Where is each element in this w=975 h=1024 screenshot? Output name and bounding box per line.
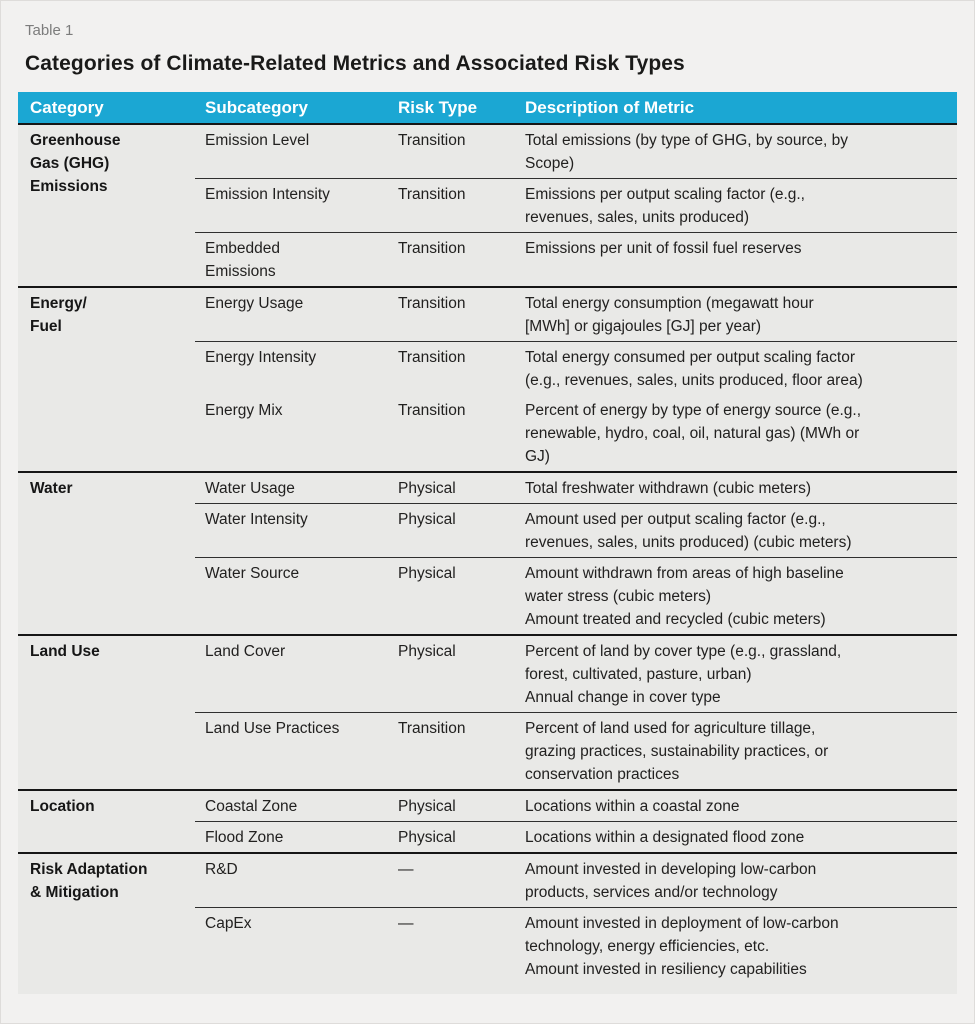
group-rows: Land Cover Physical Percent of land by c…	[195, 636, 957, 789]
table-row: Emission Level Transition Total emission…	[195, 125, 957, 178]
subcategory-cell: Water Usage	[205, 480, 295, 497]
category-group-ghg-emissions: Greenhouse Gas (GHG) Emissions Emission …	[18, 123, 957, 286]
table-row: Land Use Practices Transition Percent of…	[195, 712, 957, 789]
description-cell: Total energy consumption (megawatt hour …	[525, 295, 814, 335]
subcategory-cell: Water Intensity	[205, 511, 308, 528]
description-cell: Amount invested in developing low-carbon…	[525, 861, 817, 901]
subcategory-cell: Coastal Zone	[205, 798, 298, 815]
table-row: CapEx — Amount invested in deployment of…	[195, 907, 957, 984]
description-cell: Percent of energy by type of energy sour…	[525, 402, 862, 465]
page-title: Categories of Climate-Related Metrics an…	[25, 52, 685, 75]
description-cell: Amount used per output scaling factor (e…	[525, 511, 852, 551]
group-rows: R&D — Amount invested in developing low-…	[195, 854, 957, 984]
table-row: Water Source Physical Amount withdrawn f…	[195, 557, 957, 634]
subcategory-cell: R&D	[205, 861, 238, 878]
risk-type-cell: Transition	[398, 132, 466, 149]
column-header-category: Category	[30, 98, 104, 117]
category-cell: Location	[30, 798, 95, 815]
table-row: R&D — Amount invested in developing low-…	[195, 854, 957, 907]
risk-type-cell: Physical	[398, 798, 456, 815]
subcategory-cell: Energy Mix	[205, 402, 283, 419]
table-row: Energy Usage Transition Total energy con…	[195, 288, 957, 341]
category-group-energy-fuel: Energy/ Fuel Energy Usage Transition Tot…	[18, 286, 957, 471]
risk-type-cell: —	[398, 861, 414, 878]
group-rows: Water Usage Physical Total freshwater wi…	[195, 473, 957, 634]
risk-type-cell: Physical	[398, 829, 456, 846]
table-row: Land Cover Physical Percent of land by c…	[195, 636, 957, 712]
risk-type-cell: Transition	[398, 240, 466, 257]
risk-type-cell: Transition	[398, 349, 466, 366]
risk-type-cell: —	[398, 915, 414, 932]
description-cell: Locations within a designated flood zone	[525, 829, 805, 846]
subcategory-cell: Energy Intensity	[205, 349, 317, 366]
table-row: Flood Zone Physical Locations within a d…	[195, 821, 957, 852]
table-row: Embedded Emissions Transition Emissions …	[195, 232, 957, 286]
description-cell: Total freshwater withdrawn (cubic meters…	[525, 480, 811, 497]
category-cell: Energy/ Fuel	[30, 295, 87, 335]
category-group-land-use: Land Use Land Cover Physical Percent of …	[18, 634, 957, 789]
table-row: Water Intensity Physical Amount used per…	[195, 503, 957, 557]
climate-metrics-table: Category Subcategory Risk Type Descripti…	[18, 92, 957, 994]
risk-type-cell: Transition	[398, 402, 466, 419]
category-group-risk-adaptation: Risk Adaptation & Mitigation R&D — Amoun…	[18, 852, 957, 984]
risk-type-cell: Physical	[398, 480, 456, 497]
column-header-subcategory: Subcategory	[205, 98, 308, 117]
table-row: Energy Mix Transition Percent of energy …	[195, 395, 957, 471]
table-row: Water Usage Physical Total freshwater wi…	[195, 473, 957, 503]
table-row: Coastal Zone Physical Locations within a…	[195, 791, 957, 821]
category-cell: Risk Adaptation & Mitigation	[30, 861, 148, 901]
table-body: Greenhouse Gas (GHG) Emissions Emission …	[18, 123, 957, 994]
table-header-row: Category Subcategory Risk Type Descripti…	[18, 92, 957, 123]
description-cell: Emissions per output scaling factor (e.g…	[525, 186, 805, 226]
category-cell: Water	[30, 480, 73, 497]
subcategory-cell: CapEx	[205, 915, 252, 932]
subcategory-cell: Land Cover	[205, 643, 286, 660]
table-row: Energy Intensity Transition Total energy…	[195, 341, 957, 395]
subcategory-cell: Flood Zone	[205, 829, 284, 846]
subcategory-cell: Emission Intensity	[205, 186, 330, 203]
group-rows: Coastal Zone Physical Locations within a…	[195, 791, 957, 852]
description-cell: Total energy consumed per output scaling…	[525, 349, 863, 389]
description-cell: Amount invested in deployment of low-car…	[525, 915, 839, 978]
group-rows: Energy Usage Transition Total energy con…	[195, 288, 957, 471]
category-group-location: Location Coastal Zone Physical Locations…	[18, 789, 957, 852]
description-cell: Percent of land used for agriculture til…	[525, 720, 829, 783]
description-cell: Amount withdrawn from areas of high base…	[525, 565, 844, 628]
risk-type-cell: Physical	[398, 565, 456, 582]
table-row: Emission Intensity Transition Emissions …	[195, 178, 957, 232]
table-heading: Table 1 Categories of Climate-Related Me…	[0, 0, 975, 77]
column-header-description: Description of Metric	[525, 98, 695, 117]
description-cell: Percent of land by cover type (e.g., gra…	[525, 643, 842, 706]
description-cell: Emissions per unit of fossil fuel reserv…	[525, 240, 802, 257]
description-cell: Total emissions (by type of GHG, by sour…	[525, 132, 849, 172]
risk-type-cell: Physical	[398, 511, 456, 528]
category-cell: Greenhouse Gas (GHG) Emissions	[30, 132, 121, 195]
category-group-water: Water Water Usage Physical Total freshwa…	[18, 471, 957, 634]
subcategory-cell: Land Use Practices	[205, 720, 340, 737]
risk-type-cell: Transition	[398, 295, 466, 312]
group-rows: Emission Level Transition Total emission…	[195, 125, 957, 286]
subcategory-cell: Water Source	[205, 565, 300, 582]
risk-type-cell: Physical	[398, 643, 456, 660]
risk-type-cell: Transition	[398, 186, 466, 203]
subcategory-cell: Embedded Emissions	[205, 240, 280, 280]
category-cell: Land Use	[30, 643, 100, 660]
description-cell: Locations within a coastal zone	[525, 798, 740, 815]
subcategory-cell: Energy Usage	[205, 295, 304, 312]
table-number-label: Table 1	[25, 22, 74, 39]
risk-type-cell: Transition	[398, 720, 466, 737]
column-header-risk-type: Risk Type	[398, 98, 478, 117]
subcategory-cell: Emission Level	[205, 132, 310, 149]
